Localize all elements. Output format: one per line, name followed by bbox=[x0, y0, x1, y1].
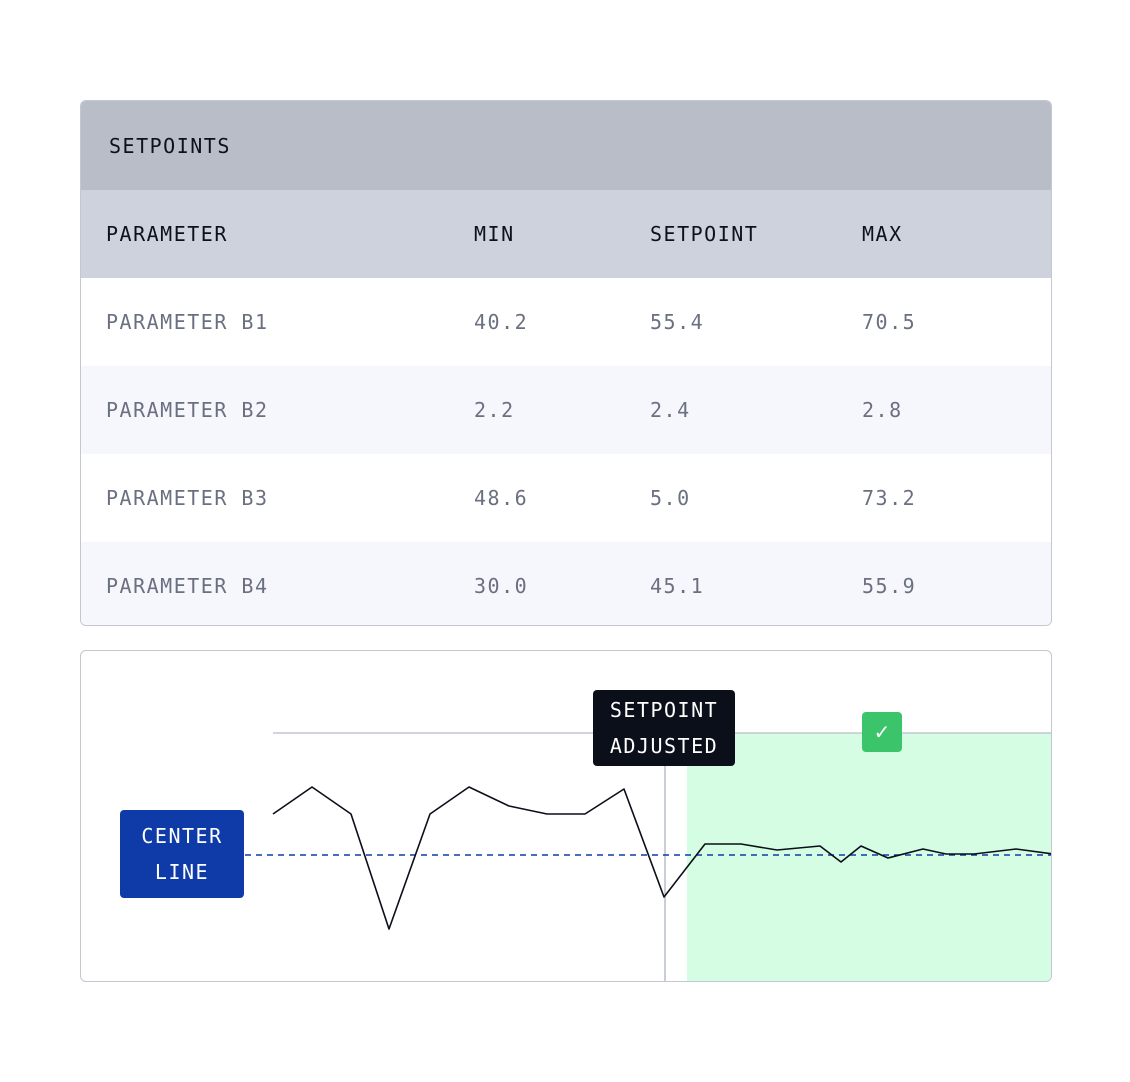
cell-max: 55.9 bbox=[862, 574, 917, 598]
column-header-min: MIN bbox=[474, 222, 515, 246]
column-header-parameter: PARAMETER bbox=[106, 222, 228, 246]
center-label-line-1: CENTER bbox=[141, 824, 223, 848]
process-signal-line bbox=[272, 786, 1051, 930]
cell-parameter: PARAMETER B2 bbox=[106, 398, 269, 422]
table-row: PARAMETER B2 2.2 2.4 2.8 bbox=[81, 366, 1051, 454]
cell-min: 2.2 bbox=[474, 398, 515, 422]
cell-setpoint: 5.0 bbox=[650, 486, 691, 510]
control-chart: SETPOINT ADJUSTED CENTER LINE ✓ bbox=[80, 650, 1052, 982]
center-line-label: CENTER LINE bbox=[120, 810, 244, 898]
cell-setpoint: 55.4 bbox=[650, 310, 705, 334]
table-row: PARAMETER B4 30.0 45.1 55.9 bbox=[81, 542, 1051, 625]
table-title: SETPOINTS bbox=[81, 101, 1051, 190]
cell-setpoint: 45.1 bbox=[650, 574, 705, 598]
check-icon: ✓ bbox=[862, 712, 902, 752]
annotation-line-1: SETPOINT bbox=[609, 698, 719, 722]
control-chart-svg bbox=[245, 732, 1051, 981]
center-label-line-2: LINE bbox=[154, 860, 210, 884]
column-header-setpoint: SETPOINT bbox=[650, 222, 759, 246]
table-row: PARAMETER B3 48.6 5.0 73.2 bbox=[81, 454, 1051, 542]
cell-min: 40.2 bbox=[474, 310, 529, 334]
cell-max: 2.8 bbox=[862, 398, 903, 422]
cell-max: 73.2 bbox=[862, 486, 917, 510]
table-header: PARAMETER MIN SETPOINT MAX bbox=[81, 190, 1051, 278]
cell-min: 30.0 bbox=[474, 574, 529, 598]
setpoint-adjusted-annotation: SETPOINT ADJUSTED bbox=[593, 690, 735, 766]
cell-parameter: PARAMETER B1 bbox=[106, 310, 269, 334]
in-control-zone bbox=[687, 733, 1051, 981]
cell-parameter: PARAMETER B3 bbox=[106, 486, 269, 510]
cell-max: 70.5 bbox=[862, 310, 917, 334]
table-row: PARAMETER B1 40.2 55.4 70.5 bbox=[81, 278, 1051, 366]
column-header-max: MAX bbox=[862, 222, 903, 246]
cell-min: 48.6 bbox=[474, 486, 529, 510]
annotation-line-2: ADJUSTED bbox=[609, 734, 719, 758]
setpoints-table: SETPOINTS PARAMETER MIN SETPOINT MAX PAR… bbox=[80, 100, 1052, 626]
cell-setpoint: 2.4 bbox=[650, 398, 691, 422]
cell-parameter: PARAMETER B4 bbox=[106, 574, 269, 598]
